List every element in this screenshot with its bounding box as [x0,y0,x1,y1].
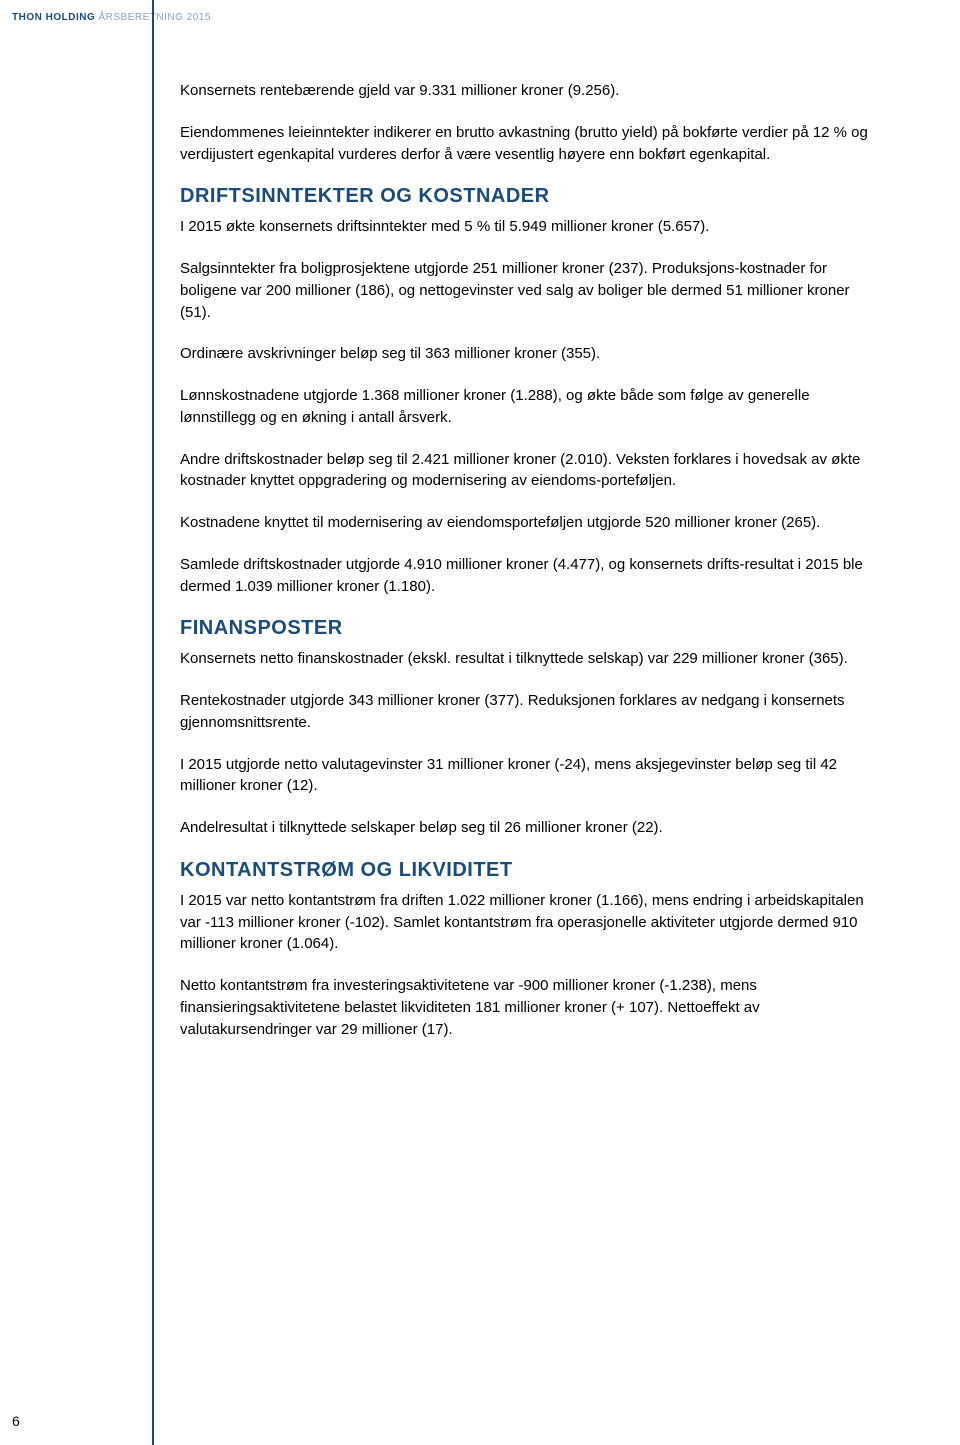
paragraph: Eiendommenes leieinntekter indikerer en … [180,122,880,166]
vertical-rule [152,0,154,1445]
paragraph: Andre driftskostnader beløp seg til 2.42… [180,449,880,493]
paragraph: Ordinære avskrivninger beløp seg til 363… [180,343,880,365]
section-heading-drift: DRIFTSINNTEKTER OG KOSTNADER [180,185,880,208]
main-content: Konsernets rentebærende gjeld var 9.331 … [180,80,880,1060]
section-heading-kontant: KONTANTSTRØM OG LIKVIDITET [180,859,880,882]
paragraph: Konsernets rentebærende gjeld var 9.331 … [180,80,880,102]
paragraph: Netto kontantstrøm fra investeringsaktiv… [180,975,880,1040]
paragraph: Salgsinntekter fra boligprosjektene utgj… [180,258,880,323]
paragraph: I 2015 var netto kontantstrøm fra drifte… [180,890,880,955]
paragraph: I 2015 utgjorde netto valutagevinster 31… [180,754,880,798]
page-number: 6 [12,1413,20,1429]
header-company: THON HOLDING [12,12,95,23]
paragraph: Andelresultat i tilknyttede selskaper be… [180,817,880,839]
paragraph: Kostnadene knyttet til modernisering av … [180,512,880,534]
header-doctype: ÅRSBERETNING 2015 [99,12,211,23]
paragraph: Rentekostnader utgjorde 343 millioner kr… [180,690,880,734]
paragraph: I 2015 økte konsernets driftsinntekter m… [180,216,880,238]
paragraph: Lønnskostnadene utgjorde 1.368 millioner… [180,385,880,429]
paragraph: Konsernets netto finanskostnader (ekskl.… [180,648,880,670]
section-heading-finans: FINANSPOSTER [180,617,880,640]
page-header: THON HOLDING ÅRSBERETNING 2015 [12,12,211,23]
paragraph: Samlede driftskostnader utgjorde 4.910 m… [180,554,880,598]
